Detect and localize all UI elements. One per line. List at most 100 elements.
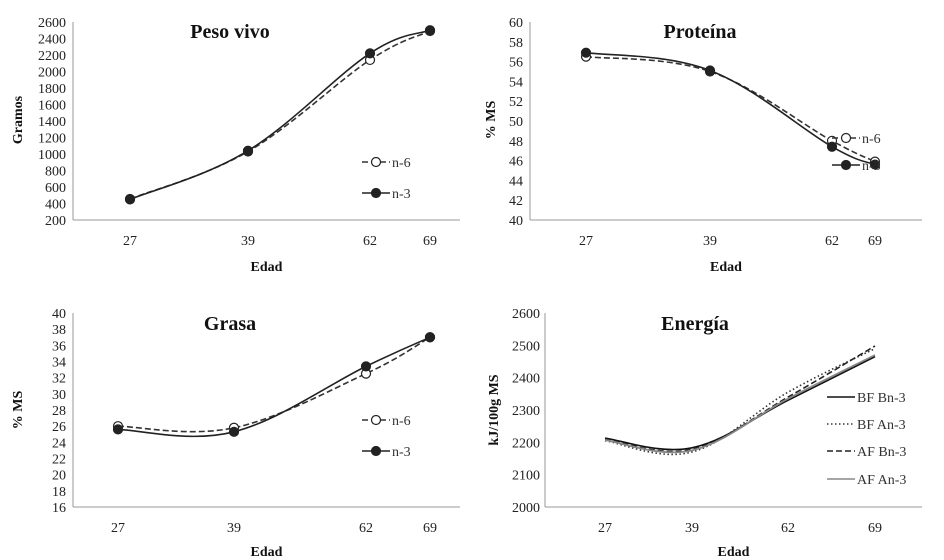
y-tick-label: 44: [509, 174, 523, 189]
y-tick-label: 28: [52, 404, 66, 419]
y-tick-label: 200: [45, 214, 66, 229]
y-tick-label: 2200: [38, 49, 66, 64]
x-axis-label: Edad: [710, 260, 742, 275]
x-tick-label: 69: [423, 521, 437, 536]
y-tick-label: 40: [52, 307, 66, 322]
legend-marker: [370, 156, 382, 168]
x-tick-label: 39: [703, 234, 717, 249]
y-tick-label: 1600: [38, 99, 66, 114]
y-tick-label: 56: [509, 56, 523, 71]
legend-label: n-6: [392, 156, 411, 171]
y-tick-label: 18: [52, 485, 66, 500]
data-point-n-3-62: [360, 361, 372, 372]
x-tick-label: 39: [227, 521, 241, 536]
y-tick-label: 50: [509, 115, 523, 130]
y-tick-label: 34: [52, 356, 66, 371]
x-tick-label: 27: [123, 234, 137, 249]
series-line-n-6: [129, 30, 431, 200]
y-tick-label: 52: [509, 95, 523, 110]
y-axis-label: Gramos: [11, 95, 26, 144]
chart-title: Proteína: [664, 21, 737, 43]
data-point-n-3-69: [424, 25, 436, 36]
data-point-n-3-62: [364, 48, 376, 59]
y-tick-label: 58: [509, 36, 523, 51]
y-tick-label: 22: [52, 453, 66, 468]
chart-panel-4: 2000 2100 2200 2300 2400 2500 2600 27 39 62 69 Ener…: [487, 307, 922, 560]
y-tick-label: 54: [509, 75, 523, 90]
x-tick-label: 39: [685, 521, 699, 536]
y-tick-label: 36: [52, 339, 66, 354]
legend-marker: [370, 445, 382, 457]
data-point-n-3-62: [826, 141, 838, 152]
legend-label: BF Bn-3: [857, 391, 906, 406]
y-tick-label: 1400: [38, 115, 66, 130]
y-tick-label: 800: [45, 165, 66, 180]
series-line-af-an-3: [604, 354, 876, 454]
chart-title: Energía: [661, 313, 729, 335]
y-tick-label: 1200: [38, 132, 66, 147]
legend-label: n-3: [392, 187, 411, 202]
legend-label: n-6: [392, 414, 411, 429]
data-point-n-3-39: [704, 65, 716, 76]
y-tick-label: 2600: [512, 307, 540, 322]
x-tick-label: 27: [579, 234, 593, 249]
data-point-n-3-27: [124, 194, 136, 205]
y-tick-label: 2000: [38, 66, 66, 81]
data-point-n-3-39: [242, 145, 254, 156]
chart-panel-2: 40 42 44 46 48 50 52 54 56 58 60 27 39 62 69 Proteína Ed…: [484, 16, 922, 275]
legend-marker: [840, 132, 852, 144]
series-line-bf-bn-3: [604, 355, 876, 451]
legend-marker: [370, 414, 382, 426]
x-tick-label: 62: [825, 234, 839, 249]
series-line-n-3: [585, 51, 876, 166]
y-axis-label: kJ/100g MS: [487, 374, 502, 445]
legend-label: n-6: [862, 132, 881, 147]
series-line-n-6: [585, 55, 876, 163]
x-tick-label: 69: [868, 521, 882, 536]
y-tick-label: 16: [52, 501, 66, 516]
x-tick-label: 62: [781, 521, 795, 536]
legend-label: n-3: [862, 159, 881, 174]
legend-marker: [370, 187, 382, 199]
series-line-n-3: [129, 29, 431, 201]
y-tick-label: 40: [509, 214, 523, 229]
y-tick-label: 2600: [38, 16, 66, 31]
x-tick-label: 27: [111, 521, 125, 536]
y-tick-label: 32: [52, 372, 66, 387]
y-tick-label: 48: [509, 135, 523, 150]
y-tick-label: 2400: [512, 372, 540, 387]
legend-label: AF An-3: [857, 473, 906, 488]
legend-label: AF Bn-3: [857, 445, 906, 460]
legend-label: n-3: [392, 445, 411, 460]
y-tick-label: 2400: [38, 33, 66, 48]
series-line-n-3: [117, 336, 431, 438]
y-tick-label: 400: [45, 198, 66, 213]
series-line-n-6: [117, 336, 431, 433]
x-axis-label: Edad: [251, 260, 283, 275]
data-point-n-3-69: [424, 332, 436, 343]
legend-label: BF An-3: [857, 418, 906, 433]
x-tick-label: 69: [868, 234, 882, 249]
y-tick-label: 600: [45, 181, 66, 196]
y-tick-label: 20: [52, 469, 66, 484]
y-axis-label: % MS: [11, 391, 26, 430]
y-tick-label: 42: [509, 194, 523, 209]
y-tick-label: 2200: [512, 436, 540, 451]
data-point-n-3-39: [228, 426, 240, 437]
y-tick-label: 1000: [38, 148, 66, 163]
y-tick-label: 2500: [512, 339, 540, 354]
y-tick-label: 2300: [512, 404, 540, 419]
series-line-bf-an-3: [604, 347, 876, 456]
data-point-n-3-27: [580, 47, 592, 58]
y-tick-label: 2100: [512, 469, 540, 484]
x-tick-label: 69: [423, 234, 437, 249]
series-line-af-bn-3: [604, 345, 876, 453]
y-axis-label: % MS: [484, 101, 499, 140]
y-tick-label: 30: [52, 388, 66, 403]
chart-title: Peso vivo: [190, 21, 269, 43]
y-tick-label: 38: [52, 323, 66, 338]
y-tick-label: 2000: [512, 501, 540, 516]
